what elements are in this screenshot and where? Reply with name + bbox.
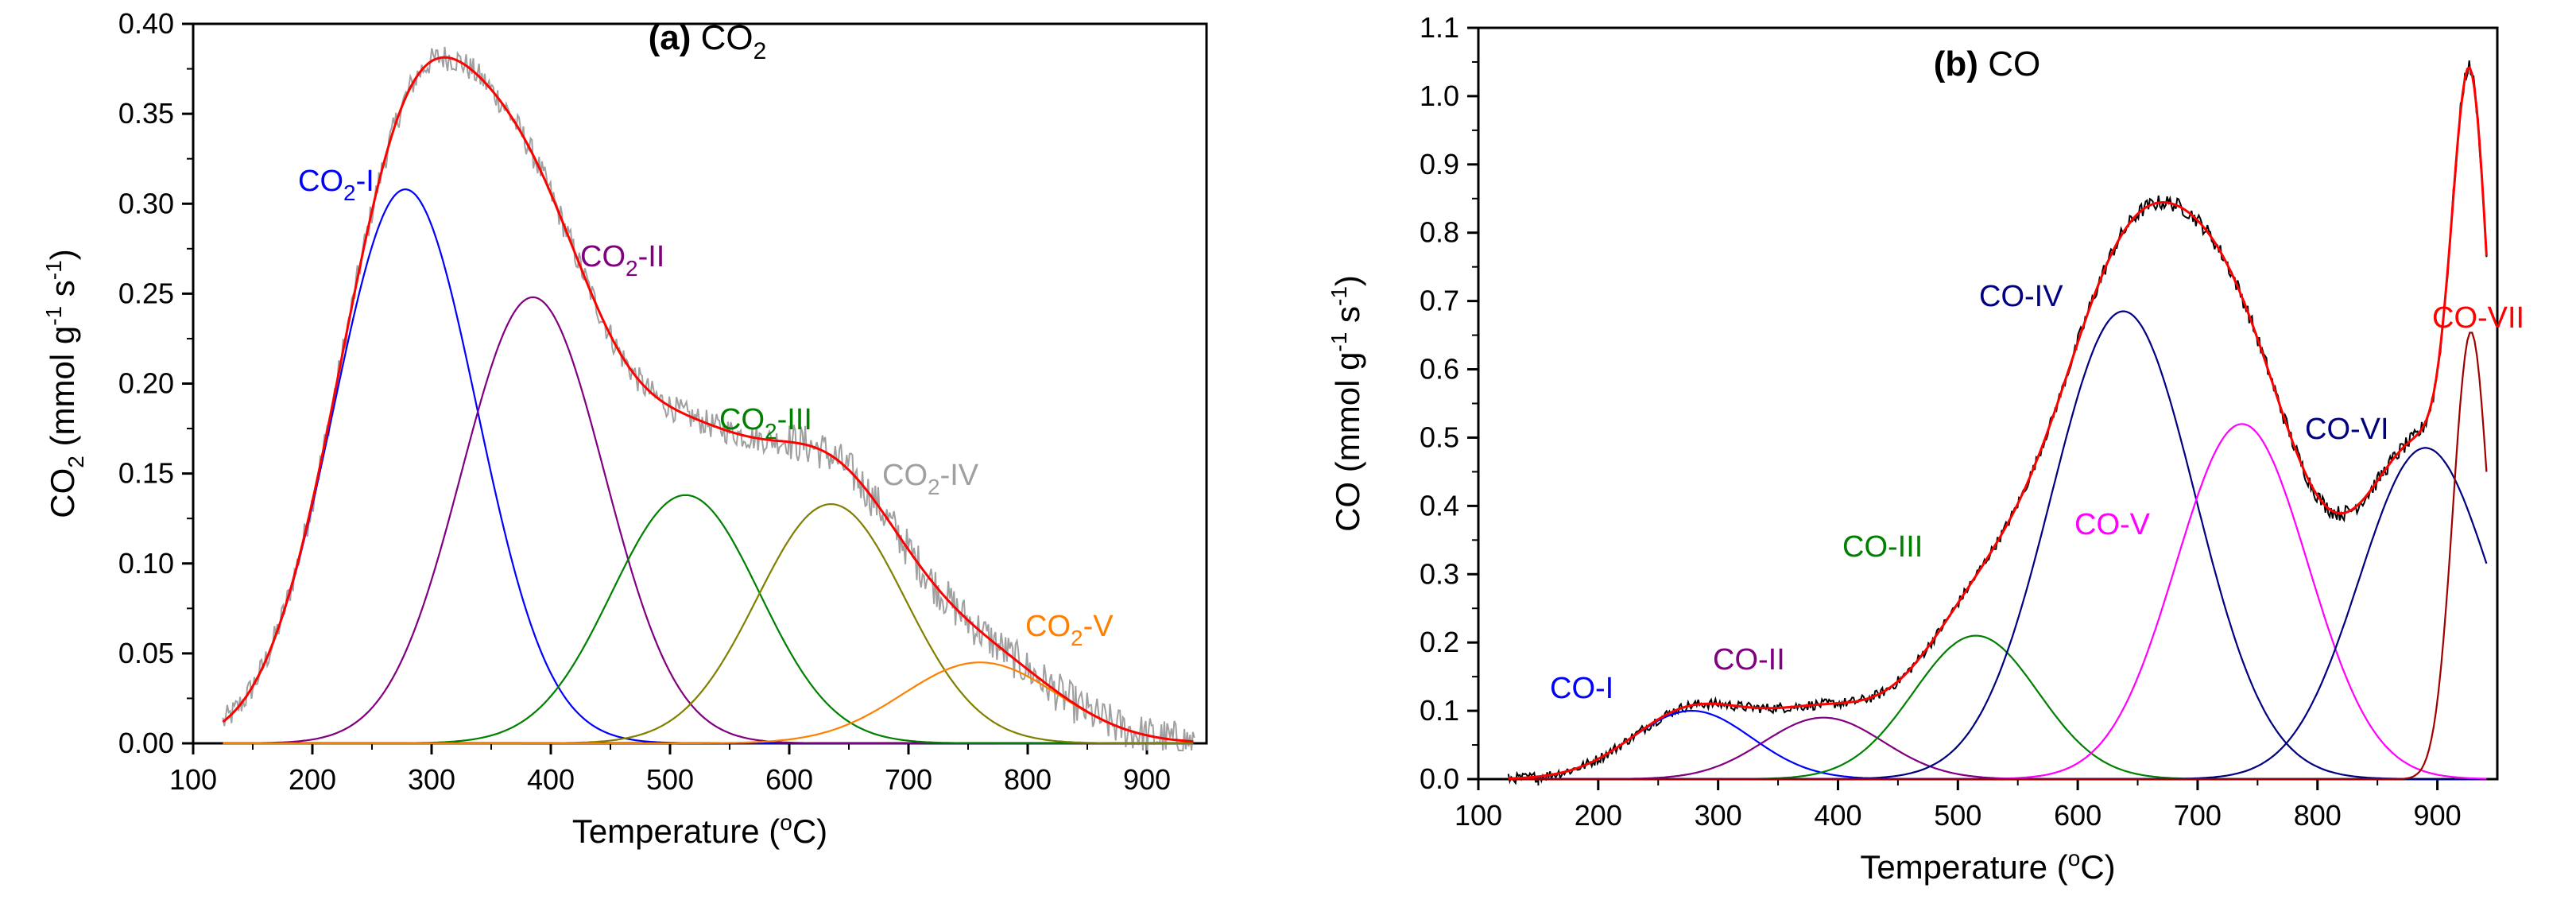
peak-label-co2-i: CO2-I bbox=[298, 165, 374, 205]
peak-label-co-v: CO-V bbox=[2074, 508, 2151, 541]
peak-label-co-iii: CO-III bbox=[1842, 530, 1923, 564]
peak-label-co2-iv: CO2-IV bbox=[882, 459, 979, 499]
y-axis-label: CO2 (mmol g-1 s-1) bbox=[41, 249, 88, 518]
x-tick-label: 600 bbox=[2054, 799, 2101, 832]
x-tick-label: 300 bbox=[1695, 799, 1742, 832]
y-tick-label: 1.0 bbox=[1420, 80, 1459, 112]
x-axis-label: Temperature (oC) bbox=[572, 810, 827, 850]
peak-curve-co-vi bbox=[1508, 447, 2488, 781]
x-axis-label: Temperature (oC) bbox=[1860, 846, 2115, 886]
x-tick-label: 100 bbox=[1455, 799, 1502, 832]
y-tick-label: 0.7 bbox=[1420, 285, 1459, 317]
x-tick-label: 700 bbox=[885, 763, 932, 796]
y-tick-label: 0.9 bbox=[1420, 148, 1459, 180]
peak-curve-co2-ii bbox=[223, 296, 1194, 745]
y-tick-label: 0.20 bbox=[118, 367, 174, 400]
x-tick-label: 200 bbox=[289, 763, 336, 796]
peak-label-co2-ii: CO2-II bbox=[580, 240, 664, 281]
x-tick-label: 600 bbox=[765, 763, 813, 796]
y-tick-label: 0.1 bbox=[1420, 694, 1459, 727]
y-tick-label: 0.30 bbox=[118, 187, 174, 219]
peak-label-co-iv: CO-IV bbox=[1979, 280, 2063, 313]
y-tick-label: 0.0 bbox=[1420, 762, 1459, 795]
peak-label-co-vii: CO-VII bbox=[2432, 301, 2524, 335]
y-tick-label: 0.15 bbox=[118, 457, 174, 490]
peak-label-co-i: CO-I bbox=[1550, 672, 1613, 705]
peak-curve-co-ii bbox=[1508, 716, 2487, 781]
y-tick-label: 0.5 bbox=[1420, 421, 1459, 453]
y-tick-label: 0.3 bbox=[1420, 557, 1459, 590]
y-tick-label: 0.4 bbox=[1420, 489, 1459, 522]
fit-curve bbox=[1508, 65, 2488, 780]
y-tick-label: 0.6 bbox=[1420, 353, 1459, 386]
peak-curve-co-v bbox=[1508, 423, 2487, 781]
x-tick-label: 700 bbox=[2174, 799, 2222, 832]
x-tick-label: 800 bbox=[1004, 763, 1052, 796]
peak-curve-co-iv bbox=[1508, 310, 2487, 781]
y-tick-label: 0.10 bbox=[118, 547, 174, 580]
y-tick-label: 1.1 bbox=[1420, 11, 1459, 44]
x-tick-label: 800 bbox=[2294, 799, 2342, 832]
x-tick-label: 900 bbox=[1123, 763, 1171, 796]
x-tick-label: 200 bbox=[1575, 799, 1622, 832]
y-tick-label: 0.8 bbox=[1420, 216, 1459, 249]
peak-curve-co-vii bbox=[1508, 332, 2488, 781]
peak-curve-co2-i bbox=[222, 188, 1194, 745]
y-tick-label: 0.00 bbox=[118, 727, 174, 759]
y-tick-label: 0.40 bbox=[118, 7, 174, 40]
y-tick-label: 0.05 bbox=[118, 637, 174, 669]
x-tick-label: 400 bbox=[1814, 799, 1861, 832]
peak-curve-co2-v bbox=[223, 661, 1194, 745]
chart-title: (a) CO2 bbox=[649, 18, 767, 64]
raw-data-trace bbox=[222, 46, 1195, 751]
peak-label-co-vi: CO-VI bbox=[2305, 413, 2389, 446]
peak-label-co-ii: CO-II bbox=[1713, 643, 1785, 677]
x-tick-label: 400 bbox=[527, 763, 575, 796]
peak-label-co2-v: CO2-V bbox=[1025, 610, 1114, 650]
x-tick-label: 900 bbox=[2414, 799, 2462, 832]
y-tick-label: 0.25 bbox=[118, 277, 174, 309]
panel-a-co2-chart: 100 200 300 400 500 600 700 800 900 0.00 0.05 0.10 0… bbox=[41, 7, 1208, 850]
peak-curve-co-iii bbox=[1508, 634, 2487, 781]
panel-b-co-chart: 100 200 300 400 500 600 700 800 900 0.0 0.1 0.2 0.3 0… bbox=[1327, 11, 2524, 886]
y-tick-label: 0.2 bbox=[1420, 626, 1459, 658]
plot-frame bbox=[1477, 26, 2499, 781]
y-axis-label: CO (mmol g-1 s-1) bbox=[1327, 275, 1366, 532]
chart-title: (b) CO bbox=[1934, 45, 2040, 83]
fit-curve bbox=[222, 56, 1194, 743]
x-tick-label: 500 bbox=[1934, 799, 1981, 832]
x-tick-label: 100 bbox=[169, 763, 217, 796]
x-tick-label: 500 bbox=[646, 763, 694, 796]
y-tick-label: 0.35 bbox=[118, 97, 174, 130]
x-tick-label: 300 bbox=[408, 763, 455, 796]
